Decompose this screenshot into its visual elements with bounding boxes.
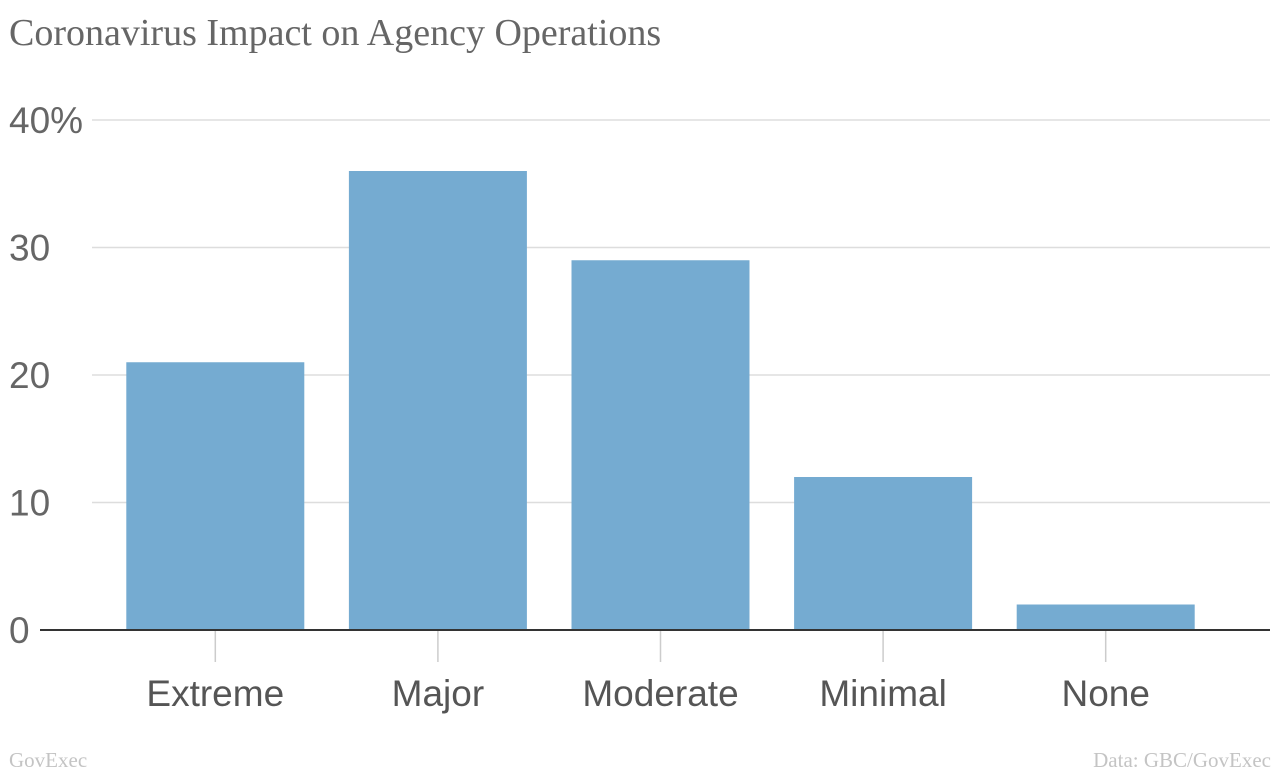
source-label: Data: GBC/GovExec [1093,748,1271,772]
y-tick-label: 20 [9,355,50,396]
x-tick-labels: Extreme Major Moderate Minimal None [146,673,1150,714]
bar-major [348,171,527,630]
x-tick-label: Minimal [819,673,946,714]
x-axis [40,629,1270,662]
x-tick-label: None [1061,673,1149,714]
y-tick-label: 0 [9,610,30,651]
bars [126,171,1195,630]
x-tick-label: Major [392,673,485,714]
brand-label: GovExec [9,748,88,772]
chart-title: Coronavirus Impact on Agency Operations [9,12,662,54]
x-tick-label: Extreme [146,673,284,714]
bar-extreme [126,362,305,630]
bar-none [1016,604,1195,630]
y-tick-labels: 0 10 20 30 40% [9,100,83,651]
bar-minimal [794,477,973,630]
x-tick-label: Moderate [582,673,738,714]
y-tick-label: 30 [9,228,50,269]
bar-moderate [571,260,750,630]
y-tick-label: 40% [9,100,83,141]
y-tick-label: 10 [9,483,50,524]
